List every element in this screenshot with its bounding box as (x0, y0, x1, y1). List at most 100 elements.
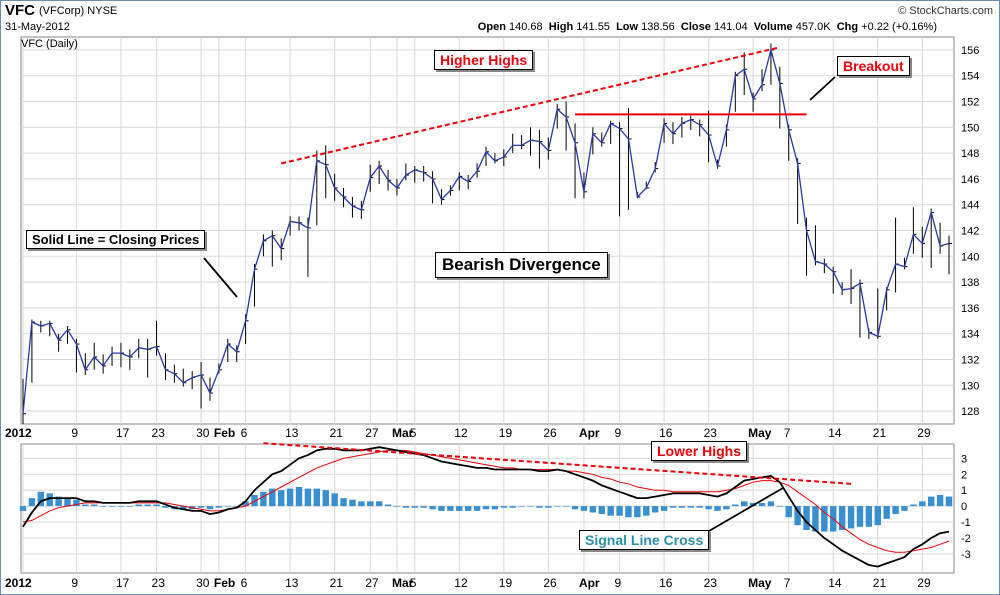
macd-histogram-bar (473, 506, 481, 511)
macd-tick-label: 2 (961, 469, 967, 481)
price-x-label: 12 (454, 426, 468, 440)
annotation-breakout: Breakout (837, 56, 910, 76)
macd-histogram-bar (634, 506, 641, 518)
higher-highs-trendline (280, 46, 781, 165)
price-x-label: Feb (214, 426, 235, 440)
price-tick-label: 128 (961, 406, 979, 418)
price-tick-label: 132 (961, 355, 979, 367)
price-x-label: 23 (704, 426, 718, 440)
volume-value: 457.0K (795, 21, 831, 33)
macd-histogram-bar (286, 488, 294, 507)
macd-x-label: 23 (152, 576, 166, 590)
price-tick-label: 154 (961, 71, 979, 83)
macd-histogram-bar (741, 501, 748, 507)
macd-histogram-bar (536, 506, 543, 508)
macd-histogram-bar (64, 498, 71, 507)
macd-histogram-bar (313, 488, 321, 507)
macd-histogram-bar (402, 506, 410, 508)
exchange-name: NYSE (87, 5, 118, 17)
price-x-label: 23 (152, 426, 166, 440)
price-x-label: 16 (659, 426, 673, 440)
macd-histogram-bar (269, 488, 276, 507)
price-tick-label: 148 (961, 148, 979, 160)
macd-histogram-bar (162, 506, 169, 508)
macd-x-label: 7 (784, 576, 791, 590)
macd-histogram-bar (812, 506, 819, 532)
price-x-label: 6 (241, 426, 248, 440)
price-x-label: 26 (543, 426, 557, 440)
macd-histogram-bar (705, 506, 712, 510)
price-panel-label: VFC (Daily) (21, 38, 78, 50)
macd-x-label: May (748, 576, 772, 590)
open-value: 140.68 (508, 21, 543, 33)
open-label: Open (477, 21, 506, 33)
macd-x-label: 21 (330, 576, 344, 590)
macd-histogram-bar (776, 506, 784, 507)
macd-histogram-bar (340, 498, 347, 507)
macd-histogram-bar (696, 506, 703, 508)
macd-histogram-bar (411, 506, 418, 508)
price-tick-label: 152 (961, 97, 979, 109)
price-tick-label: 142 (961, 226, 979, 238)
price-x-label: 30 (196, 426, 210, 440)
macd-x-label: 26 (543, 576, 557, 590)
price-tick-label: 138 (961, 277, 979, 289)
macd-histogram-bar (589, 506, 597, 513)
macd-histogram-bar (304, 488, 312, 507)
price-tick-label: 144 (961, 200, 979, 212)
macd-histogram-bar (482, 506, 490, 510)
macd-histogram-bar (598, 506, 605, 515)
macd-histogram-bar (108, 506, 116, 507)
macd-histogram-bar (180, 506, 187, 510)
macd-histogram-bar (491, 506, 499, 510)
macd-histogram-bar (322, 490, 329, 507)
high-value: 141.55 (576, 21, 610, 33)
macd-histogram-bar (562, 506, 570, 507)
price-tick-label: 130 (961, 380, 979, 392)
macd-x-label: Mar (392, 576, 414, 590)
macd-histogram-bar (927, 496, 935, 507)
price-x-label: 21 (330, 426, 344, 440)
macd-histogram-bar (233, 506, 240, 507)
macd-histogram-bar (527, 506, 534, 507)
macd-histogram-bar (919, 501, 926, 507)
annotation-higher-highs: Higher Highs (434, 50, 534, 70)
macd-histogram-bar (260, 491, 267, 507)
macd-histogram-bar (545, 506, 552, 508)
macd-histogram-bar (571, 506, 579, 510)
macd-histogram-bar (945, 496, 953, 507)
macd-x-label: Feb (214, 576, 235, 590)
macd-histogram-bar (393, 506, 401, 507)
macd-histogram-bar (197, 506, 205, 508)
annotation-bearish-divergence: Bearish Divergence (435, 252, 608, 278)
macd-histogram-bar (429, 506, 436, 510)
macd-histogram-bar (464, 506, 472, 511)
close-label: Close (680, 21, 711, 33)
macd-histogram-bar (687, 506, 694, 508)
macd-histogram-bar (616, 506, 623, 516)
price-tick-label: 140 (961, 251, 979, 263)
lower-highs-trendline (263, 442, 852, 485)
volume-label: Volume (753, 21, 793, 33)
macd-line (22, 446, 950, 568)
macd-x-label: 9 (615, 576, 622, 590)
price-tick-label: 146 (961, 174, 979, 186)
price-x-label: 13 (285, 426, 299, 440)
macd-histogram-bar (91, 504, 98, 507)
macd-histogram-bar (901, 506, 908, 511)
macd-histogram-bar (224, 506, 231, 507)
macd-histogram-bar (135, 504, 142, 507)
macd-tick-label: -3 (961, 549, 971, 561)
macd-histogram-bar (251, 494, 258, 507)
high-label: High (548, 21, 574, 33)
macd-x-label: 23 (704, 576, 718, 590)
macd-histogram-bar (936, 494, 944, 507)
close-value: 141.04 (713, 21, 748, 33)
price-tick-label: 136 (961, 303, 979, 315)
macd-histogram-bar (856, 506, 864, 527)
macd-histogram-bar (625, 506, 632, 518)
macd-x-label: 17 (116, 576, 130, 590)
macd-histogram-bar (358, 501, 365, 507)
